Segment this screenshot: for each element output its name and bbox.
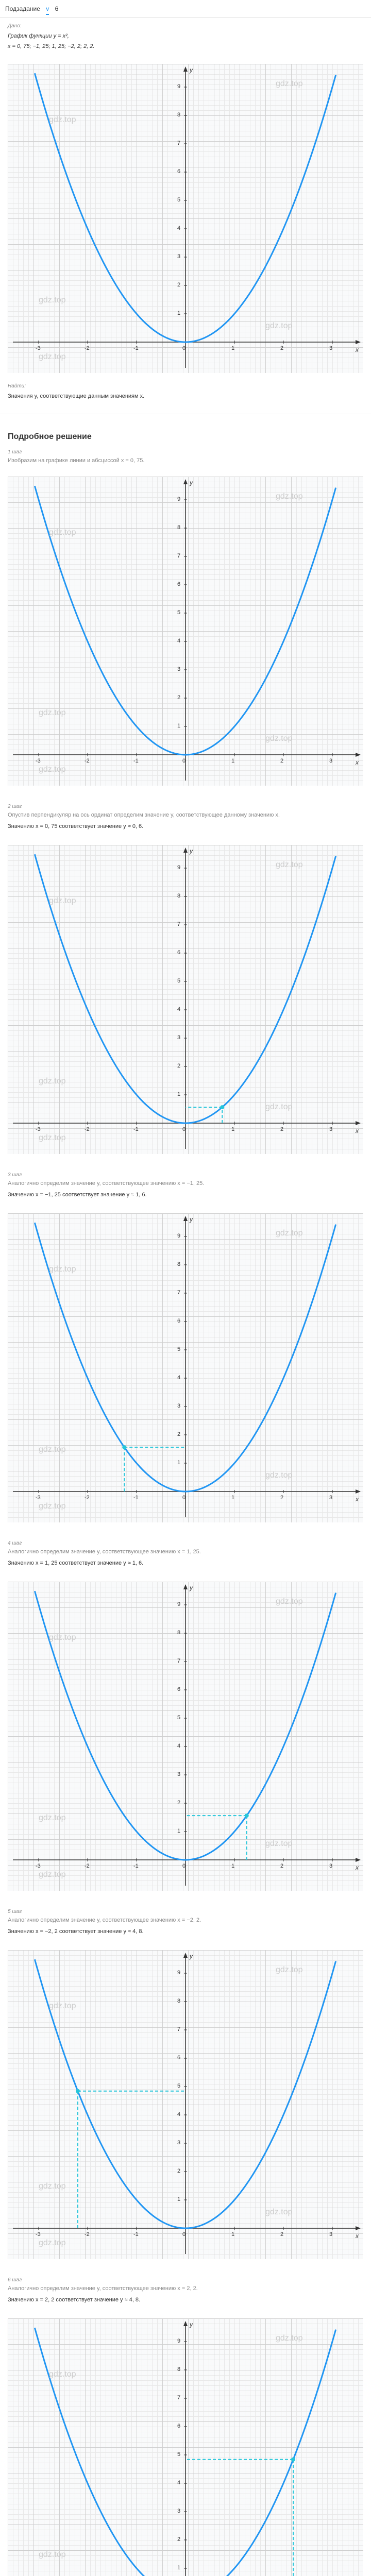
step3-statement: Значению x = −1, 25 соответствует значен… (8, 1192, 363, 1198)
dano-line2: x = 0, 75; −1, 25; 1, 25; −2, 2; 2, 2. (8, 43, 363, 49)
graph-step6: gdz.topgdz.topgdz.topgdz.topgdz.top-3-2-… (0, 2318, 371, 2576)
step3-text: Аналогично определим значение y, соответ… (8, 1180, 363, 1187)
step2-text: Опустив перпендикуляр на ось ординат опр… (8, 812, 363, 818)
step3-label: 3 шаг (8, 1172, 363, 1178)
step2-statement: Значению x = 0, 75 соответствует значени… (8, 823, 363, 829)
step6-statement: Значению x = 2, 2 соответствует значение… (8, 2297, 363, 2303)
step2-label: 2 шаг (8, 804, 363, 809)
step4-text: Аналогично определим значение y, соответ… (8, 1549, 363, 1555)
tab-number: 6 (55, 5, 59, 12)
naiti-text: Значения y, соответствующие данным значе… (8, 393, 363, 399)
graph-initial: gdz.topgdz.topgdz.topgdz.topgdz.top-3-2-… (0, 64, 371, 373)
graph-step1: gdz.topgdz.topgdz.topgdz.topgdz.top-3-2-… (0, 477, 371, 786)
step5-text: Аналогично определим значение y, соответ… (8, 1917, 363, 1923)
graph-step2: gdz.topgdz.topgdz.topgdz.topgdz.top-3-2-… (0, 845, 371, 1154)
dano-section: Дано: График функции y = x², x = 0, 75; … (0, 18, 371, 59)
step1-label: 1 шаг (8, 449, 363, 455)
step6-label: 6 шаг (8, 2277, 363, 2283)
dano-label: Дано: (8, 23, 363, 29)
step1-text: Изобразим на графике линии и абсциссой x… (8, 457, 363, 464)
graph-step4: gdz.topgdz.topgdz.topgdz.topgdz.top-3-2-… (0, 1582, 371, 1891)
step6-text: Аналогично определим значение y, соответ… (8, 2285, 363, 2292)
solution-title: Подробное решение (8, 432, 363, 442)
graph-step5: gdz.topgdz.topgdz.topgdz.topgdz.top-3-2-… (0, 1950, 371, 2259)
step4-statement: Значению x = 1, 25 соответствует значени… (8, 1560, 363, 1566)
header: Подзадание v 6 (0, 0, 371, 18)
naiti-section: Найти: Значения y, соответствующие данны… (0, 378, 371, 409)
tab-marker[interactable]: v (46, 5, 49, 15)
step5-label: 5 шаг (8, 1909, 363, 1914)
graph-step3: gdz.topgdz.topgdz.topgdz.topgdz.top-3-2-… (0, 1213, 371, 1522)
solution-section: Подробное решение 1 шаг Изобразим на гра… (0, 419, 371, 471)
naiti-label: Найти: (8, 383, 363, 389)
step5-statement: Значению x = −2, 2 соответствует значени… (8, 1928, 363, 1935)
subtask-label: Подзадание (5, 5, 40, 12)
step4-label: 4 шаг (8, 1540, 363, 1546)
dano-line1: График функции y = x², (8, 33, 363, 39)
